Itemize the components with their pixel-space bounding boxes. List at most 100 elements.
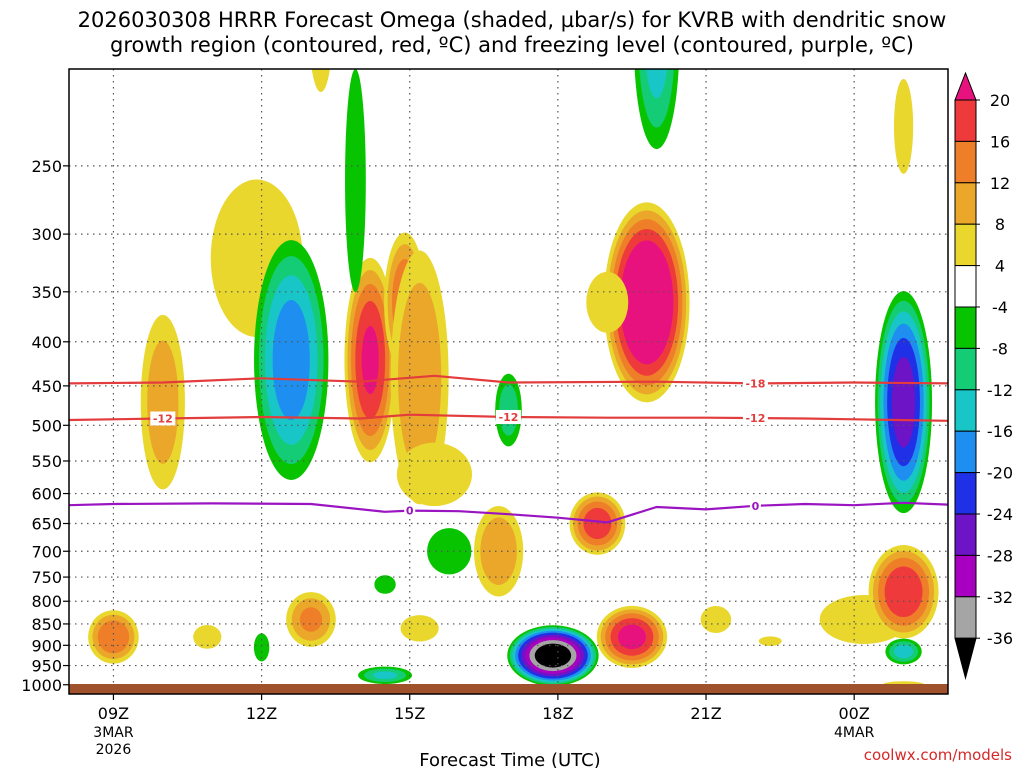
- temperature-contours: -18 -12 -12 -12 0 0: [69, 374, 948, 524]
- colorbar-bin: [954, 430, 977, 474]
- omega-band: [700, 605, 732, 633]
- omega-band: [372, 671, 398, 680]
- omega-band: [893, 79, 914, 174]
- contour-label: -12: [153, 413, 173, 426]
- colorbar-label: -4: [992, 298, 1008, 317]
- colorbar-label: -8: [992, 339, 1008, 358]
- omega-band: [617, 624, 646, 650]
- colorbar-label: -12: [987, 381, 1013, 400]
- colorbar-label: -16: [987, 422, 1013, 441]
- omega-feature-upward: [603, 202, 690, 403]
- y-tick-label: 1000: [21, 676, 62, 695]
- omega-band: [534, 643, 572, 668]
- contour-label-bg: [742, 411, 768, 426]
- omega-feature-upward: [88, 610, 139, 664]
- x-date-label: 3MAR: [93, 725, 134, 741]
- colorbar-bin: [954, 347, 977, 391]
- omega-band: [147, 340, 179, 464]
- colorbar-arrow-bottom: [954, 637, 977, 681]
- contour-line--18: [69, 374, 948, 385]
- omega-feature-upward: [400, 615, 439, 642]
- omega-band: [374, 575, 396, 594]
- contour-label: 0: [752, 500, 760, 513]
- colorbar-label: -24: [987, 505, 1013, 524]
- y-tick-label: 300: [31, 225, 62, 244]
- x-date-label: 2026: [96, 742, 132, 758]
- omega-band: [253, 633, 270, 662]
- colorbar-bin: [954, 596, 977, 639]
- contour-label-bg: [496, 409, 521, 424]
- omega-feature-upward: [396, 442, 473, 507]
- omega-feature-upward: [893, 79, 914, 174]
- colorbar-label: -20: [987, 464, 1013, 483]
- omega-feature-downward: [345, 69, 366, 293]
- contour-line-0: [69, 501, 948, 524]
- y-tick-label: 650: [31, 515, 62, 534]
- y-tick-label: 450: [31, 377, 62, 396]
- x-tick-label: 12Z: [246, 704, 277, 723]
- omega-band: [758, 636, 782, 646]
- y-tick-label: 750: [31, 568, 62, 587]
- omega-band: [193, 625, 222, 649]
- colorbar-label: -28: [987, 546, 1013, 565]
- colorbar-label: -32: [987, 588, 1013, 607]
- omega-feature-upward: [596, 605, 668, 668]
- omega-band: [884, 566, 923, 618]
- omega-feature-upward: [344, 257, 397, 463]
- omega-feature-downward: [253, 633, 270, 662]
- colorbar-label: 16: [990, 132, 1010, 151]
- chart-title-line-1: 2026030308 HRRR Forecast Omega (shaded, …: [78, 8, 947, 32]
- omega-band: [345, 69, 366, 293]
- colorbar-bin: [954, 99, 977, 142]
- omega-band: [480, 517, 517, 585]
- colorbar-label: 20: [990, 91, 1010, 110]
- omega-band: [894, 644, 914, 659]
- colorbar-bin: [954, 182, 977, 225]
- x-tick-label: 00Z: [839, 704, 870, 723]
- omega-shading: [88, 69, 939, 689]
- omega-band: [620, 240, 674, 365]
- omega-band: [272, 300, 310, 421]
- x-tick-label: 09Z: [98, 704, 129, 723]
- y-tick-label: 500: [31, 416, 62, 435]
- colorbar-arrow-top: [954, 71, 977, 101]
- credit-text: coolwx.com/models: [864, 746, 1012, 764]
- chart-title-line-2: growth region (contoured, red, ºC) and f…: [110, 33, 914, 57]
- omega-band: [299, 607, 323, 632]
- omega-feature-downward: [254, 240, 329, 480]
- x-tick-label: 21Z: [690, 704, 721, 723]
- omega-feature-downward: [885, 638, 922, 665]
- omega-band: [646, 69, 668, 99]
- colorbar-bin: [954, 554, 977, 598]
- omega-band: [400, 615, 439, 642]
- contour-label-bg: [404, 503, 416, 518]
- colorbar-bin: [954, 472, 977, 515]
- omega-band: [586, 271, 629, 333]
- y-tick-label: 800: [31, 592, 62, 611]
- omega-feature-downward: [374, 575, 396, 594]
- x-tick-label: 18Z: [542, 704, 573, 723]
- colorbar-bin: [954, 306, 977, 349]
- y-tick-label: 400: [31, 333, 62, 352]
- omega-feature-upward: [758, 636, 782, 646]
- omega-feature-upward: [474, 506, 524, 597]
- omega-feature-upward: [700, 605, 732, 633]
- colorbar-bin: [954, 265, 977, 308]
- omega-feature-upward: [140, 314, 185, 490]
- contour-label: 0: [406, 505, 414, 518]
- surface-terrain-band: [69, 684, 948, 694]
- contour-label-bg: [742, 376, 768, 391]
- y-tick-label: 600: [31, 485, 62, 504]
- colorbar-label: 8: [995, 215, 1005, 234]
- contour-label-bg: [150, 411, 176, 426]
- omega-feature-upward: [286, 592, 336, 647]
- colorbar-bin: [954, 389, 977, 432]
- omega-feature-upward: [586, 271, 629, 333]
- contour-label: -12: [745, 412, 765, 425]
- colorbar-bin: [954, 140, 977, 184]
- omega-feature-upward: [193, 625, 222, 649]
- omega-band: [396, 442, 473, 507]
- colorbar-label: 12: [990, 174, 1010, 193]
